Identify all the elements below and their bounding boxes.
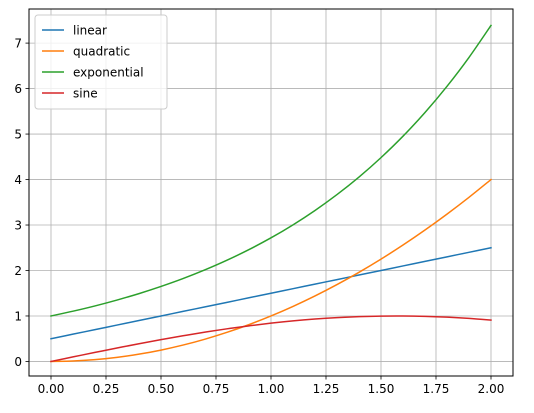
y-tick-label: 7 <box>14 37 22 51</box>
series-line-quadratic <box>50 178 493 363</box>
y-tick-label: 0 <box>14 355 22 369</box>
x-tick-label: 1.00 <box>258 382 285 396</box>
y-tick-label: 3 <box>14 219 22 233</box>
legend-label-sine: sine <box>73 87 98 101</box>
x-tick-label: 0.75 <box>203 382 230 396</box>
axis-ticks: 0.00 0.25 0.50 0.75 1.00 1.25 1.50 1.75 2.00 0 1 2 3… <box>14 37 504 396</box>
y-tick-label: 1 <box>14 309 22 323</box>
legend: linear quadratic exponential sine <box>34 14 168 110</box>
series-line-sine <box>50 315 492 363</box>
x-tick-label: 1.25 <box>313 382 340 396</box>
legend-box <box>34 14 168 110</box>
legend-label-exponential: exponential <box>73 66 144 80</box>
x-tick-label: 1.50 <box>368 382 395 396</box>
x-tick-label: 2.00 <box>478 382 505 396</box>
y-tick-label: 6 <box>14 82 22 96</box>
legend-label-quadratic: quadratic <box>73 45 130 59</box>
series-line-linear <box>50 246 492 340</box>
series-line-exponential <box>50 24 493 317</box>
x-tick-label: 0.50 <box>148 382 175 396</box>
x-tick-label: 1.75 <box>423 382 450 396</box>
x-tick-label: 0.25 <box>93 382 120 396</box>
y-tick-label: 5 <box>14 128 22 142</box>
y-tick-label: 2 <box>14 264 22 278</box>
series-lines <box>50 24 493 363</box>
y-tick-label: 4 <box>14 173 22 187</box>
legend-label-linear: linear <box>73 24 107 38</box>
x-tick-label: 0.00 <box>38 382 65 396</box>
